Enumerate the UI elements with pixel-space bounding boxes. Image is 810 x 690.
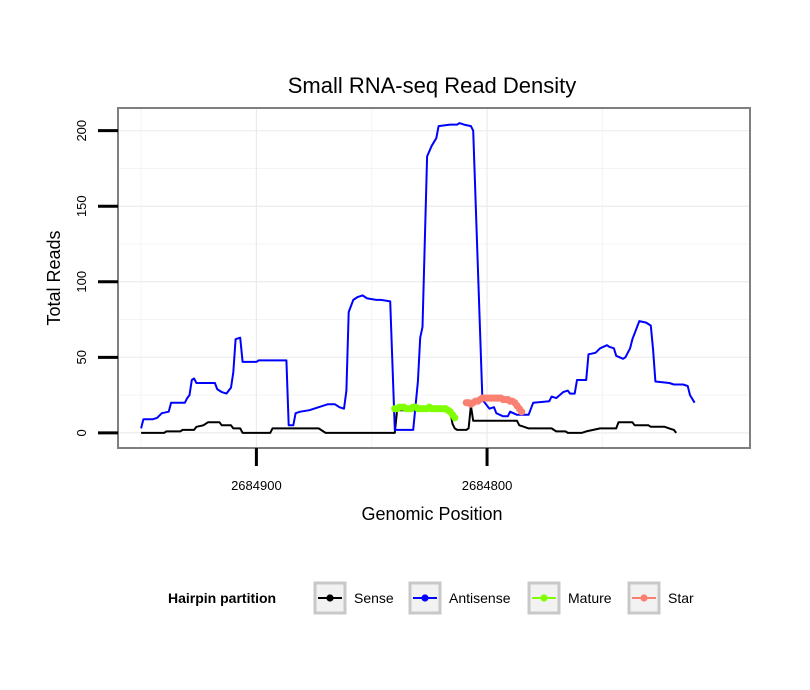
y-tick-label: 100 (74, 271, 89, 293)
legend-point-sense (326, 594, 334, 602)
legend: Hairpin partition Sense Antisense Mature St… (168, 581, 694, 615)
y-tick-label: 150 (74, 195, 89, 217)
x-tick-label: 2684800 (462, 478, 513, 493)
y-axis-title: Total Reads (44, 230, 64, 325)
legend-point-star (640, 594, 648, 602)
legend-point-antisense (421, 594, 429, 602)
legend-label-star: Star (668, 590, 694, 606)
y-axis: 0 50 100 150 200 (74, 120, 118, 437)
x-axis: 2684900 2684800 (231, 448, 512, 493)
plot-panel-border (117, 107, 751, 449)
series-layer (140, 122, 696, 434)
series-line-sense (141, 404, 677, 434)
y-tick-label: 0 (74, 429, 89, 436)
data-point-mature (451, 414, 459, 422)
data-point-star (518, 408, 526, 416)
legend-label-antisense: Antisense (449, 590, 511, 606)
grid (118, 108, 750, 448)
legend-label-sense: Sense (354, 590, 394, 606)
series-line-antisense (140, 122, 696, 431)
y-tick-label: 50 (74, 350, 89, 364)
legend-point-mature (540, 594, 548, 602)
x-axis-title: Genomic Position (361, 504, 502, 524)
x-tick-label: 2684900 (231, 478, 282, 493)
legend-label-mature: Mature (568, 590, 612, 606)
chart-title: Small RNA-seq Read Density (288, 73, 577, 98)
legend-title: Hairpin partition (168, 590, 276, 606)
y-tick-label: 200 (74, 120, 89, 142)
